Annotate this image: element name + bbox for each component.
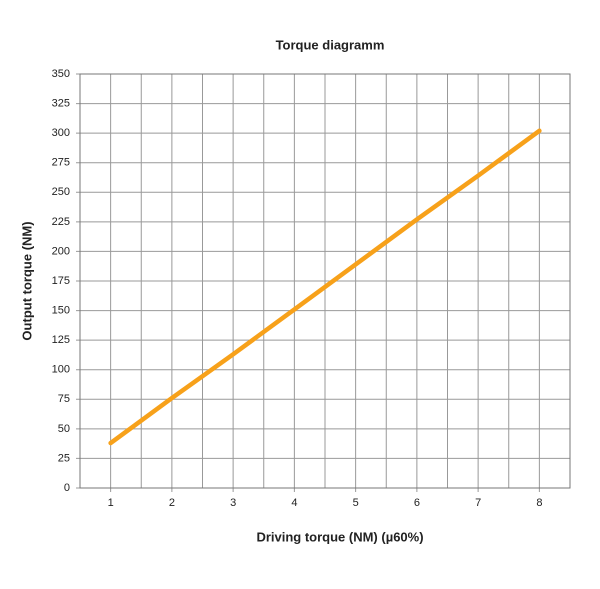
x-tick-label: 3 [230,497,236,509]
y-tick-label: 150 [52,304,70,316]
y-tick-label: 275 [52,157,70,169]
y-tick-label: 50 [58,423,70,435]
y-tick-label: 225 [52,216,70,228]
y-tick-label: 75 [58,393,70,405]
data-line [108,128,542,446]
y-tick-label: 250 [52,186,70,198]
x-tick-label: 4 [291,497,297,509]
x-tick-label: 1 [108,497,114,509]
y-tick-label: 325 [52,97,70,109]
x-tick-label: 6 [414,497,420,509]
y-tick-label: 25 [58,452,70,464]
x-tick-label: 7 [475,497,481,509]
y-tick-label: 100 [52,364,70,376]
chart-title: Torque diagramm [276,37,385,52]
x-axis-label: Driving torque (NM) (µ60%) [256,529,423,544]
y-tick-label: 350 [52,68,70,80]
plot-frame [79,73,571,489]
y-tick-label: 200 [52,245,70,257]
y-tick-label: 0 [64,482,70,494]
y-tick-label: 125 [52,334,70,346]
y-axis-label: Output torque (NM) [19,221,34,340]
y-tick-label: 175 [52,275,70,287]
x-tick-label: 5 [353,497,359,509]
y-tick-label: 300 [52,127,70,139]
x-tick-label: 8 [536,497,542,509]
x-tick-label: 2 [169,497,175,509]
